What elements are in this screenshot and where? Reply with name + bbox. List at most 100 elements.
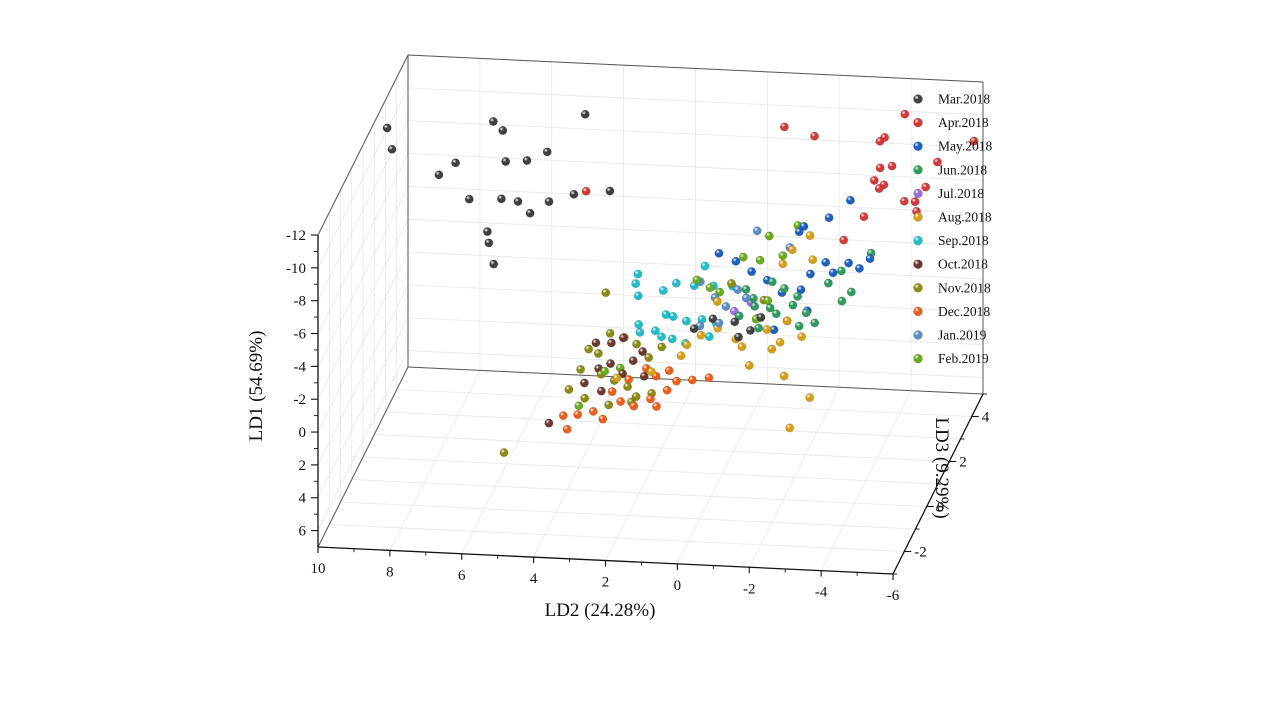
data-point <box>900 109 910 119</box>
data-point <box>799 221 809 231</box>
data-point <box>810 318 820 328</box>
data-point <box>754 323 763 333</box>
grid-line <box>351 479 927 507</box>
data-point <box>810 131 819 141</box>
legend-label: Mar.2018 <box>938 92 990 107</box>
frame-edge <box>317 366 409 548</box>
data-point <box>601 288 611 298</box>
data-point <box>484 238 494 248</box>
z-tick-label: -6 <box>294 327 307 343</box>
data-point <box>482 227 492 237</box>
y-tick-label: -2 <box>914 545 927 561</box>
data-point <box>647 367 656 377</box>
data-point <box>828 268 838 278</box>
data-point <box>921 182 931 192</box>
data-point <box>631 392 641 401</box>
grid-line <box>317 186 409 367</box>
data-point <box>778 251 788 261</box>
x-tick-label: 0 <box>674 578 682 594</box>
data-point <box>584 344 594 354</box>
z-tick-label: -8 <box>294 294 307 310</box>
data-point <box>671 278 681 288</box>
data-point <box>780 284 789 293</box>
data-point <box>489 259 499 269</box>
data-point <box>738 252 748 262</box>
data-point <box>767 277 777 287</box>
z-tick-label: 4 <box>299 491 307 507</box>
z-tick-label: 0 <box>299 425 307 441</box>
legend-marker <box>913 353 923 364</box>
data-point <box>522 156 532 165</box>
data-point <box>808 255 818 265</box>
frame-edge <box>407 54 984 83</box>
z-tick-label: 2 <box>299 458 307 474</box>
data-point <box>687 375 697 385</box>
x-tick-label: -4 <box>815 585 828 601</box>
data-point <box>727 279 736 288</box>
data-point <box>765 303 775 313</box>
legend-label: Apr.2018 <box>938 115 989 130</box>
data-point <box>821 257 831 267</box>
data-point <box>704 332 714 341</box>
data-point <box>855 263 864 273</box>
data-point <box>705 283 715 293</box>
data-point <box>634 320 643 329</box>
data-point <box>805 393 815 402</box>
data-point <box>639 371 649 381</box>
legend-label: Oct.2018 <box>938 257 988 272</box>
data-point <box>875 136 885 146</box>
data-point <box>596 386 606 396</box>
data-point <box>434 170 444 180</box>
data-point <box>767 344 777 354</box>
data-point <box>715 287 725 297</box>
data-point <box>794 321 804 331</box>
x-tick-label: -2 <box>743 581 756 597</box>
legend-item: Sep.2018 <box>913 233 989 248</box>
data-point <box>569 189 579 199</box>
data-point <box>824 278 833 288</box>
data-point <box>910 197 920 207</box>
data-point <box>874 184 884 193</box>
data-point <box>708 314 718 324</box>
data-point <box>780 122 789 132</box>
data-point <box>869 175 879 185</box>
legend-marker <box>913 259 923 269</box>
data-point <box>646 394 655 404</box>
z-tick-label: -4 <box>294 359 307 375</box>
data-point <box>618 369 627 379</box>
data-point <box>756 312 766 322</box>
grid-line <box>407 350 984 378</box>
data-point <box>704 373 714 383</box>
data-point <box>714 248 724 258</box>
plot-walls <box>317 54 984 575</box>
z-tick-label: -12 <box>286 228 306 244</box>
data-point <box>629 401 639 411</box>
x-axis-title: LD2 (24.28%) <box>545 600 656 621</box>
data-point <box>700 261 710 271</box>
grid-line <box>407 87 984 116</box>
legend-marker <box>913 212 923 222</box>
x-tick-label: -6 <box>887 588 900 604</box>
data-point <box>606 359 615 368</box>
grid-line <box>407 185 984 214</box>
data-point <box>682 340 692 350</box>
data-point <box>580 109 590 119</box>
legend-label: Feb.2019 <box>938 351 989 366</box>
plot-axes: 10 8 6 4 2 0 -2 -4 -6 6 4 2 0 -2 -4 -6 -8 -10 -12 -2 0 2 4 <box>286 228 990 604</box>
data-point <box>591 338 601 348</box>
data-point <box>747 267 756 276</box>
data-point <box>801 308 811 318</box>
grid-line <box>374 434 950 462</box>
legend-marker <box>913 117 923 128</box>
data-point <box>787 245 797 255</box>
data-point <box>731 256 741 266</box>
legend-item: Nov.2018 <box>913 280 991 295</box>
x-tick-label: 10 <box>311 561 326 577</box>
data-point <box>676 351 686 361</box>
data-point <box>588 406 598 416</box>
data-point <box>714 318 724 328</box>
data-point <box>793 291 802 301</box>
data-point <box>746 325 755 335</box>
grid-line <box>396 389 972 417</box>
